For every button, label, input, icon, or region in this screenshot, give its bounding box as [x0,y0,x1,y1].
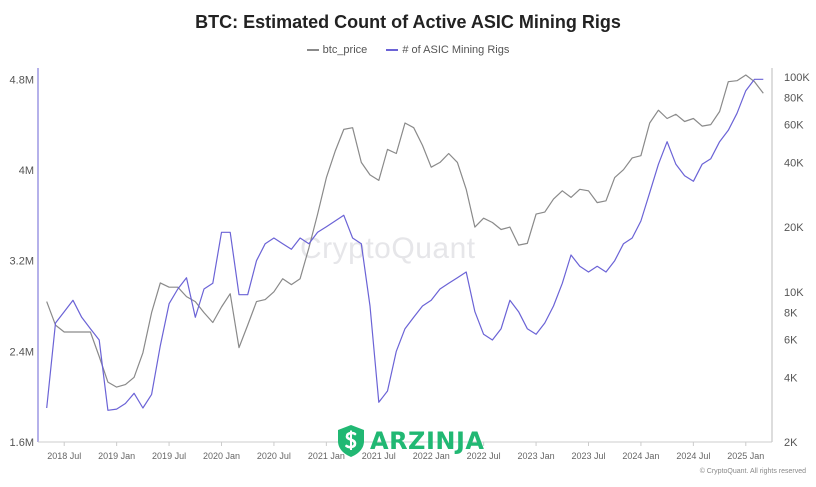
arzinja-shield-icon [338,425,364,457]
x-tick-label: 2018 Jul [47,451,81,461]
cryptoquant-watermark: CryptoQuant [300,232,476,265]
legend-item-mining-rigs[interactable]: # of ASIC Mining Rigs [386,44,509,56]
x-tick-label: 2021 Jan [308,451,345,461]
legend-swatch-mining-rigs [386,49,399,51]
x-tick-label: 2024 Jul [676,451,710,461]
x-tick-label: 2025 Jan [727,451,764,461]
left-tick-label: 4M [19,165,34,177]
left-tick-label: 2.4M [10,346,34,358]
legend-label-btc-price: btc_price [322,44,368,56]
x-tick-label: 2019 Jan [98,451,135,461]
right-tick-label: 100K [784,72,810,84]
right-tick-label: 2K [784,437,798,449]
arzinja-wordmark: ARZINJA [370,427,485,455]
right-tick-label: 6K [784,334,798,346]
legend-label-mining-rigs: # of ASIC Mining Rigs [402,44,510,56]
btc-price-line [46,74,764,388]
chart-legend: btc_price # of ASIC Mining Rigs [0,42,816,56]
copyright-footer: © CryptoQuant. All rights reserved [699,468,806,475]
x-tick-label: 2020 Jul [257,451,291,461]
left-tick-label: 4.8M [10,74,34,86]
x-tick-label: 2024 Jan [622,451,659,461]
legend-item-btc-price[interactable]: btc_price [306,44,368,56]
right-tick-label: 60K [784,120,804,132]
x-tick-label: 2023 Jul [571,451,605,461]
x-tick-label: 2022 Jan [413,451,450,461]
x-tick-label: 2020 Jan [203,451,240,461]
mining-rigs-line [46,78,764,411]
right-tick-label: 20K [784,222,804,234]
x-tick-label: 2023 Jan [518,451,555,461]
left-tick-label: 3.2M [10,256,34,268]
right-tick-label: 80K [784,93,804,105]
x-tick-label: 2021 Jul [362,451,396,461]
x-tick-label: 2022 Jul [467,451,501,461]
x-tick-label: 2019 Jul [152,451,186,461]
arzinja-logo: ARZINJA [336,424,484,458]
right-tick-label: 8K [784,308,798,320]
legend-swatch-btc-price [306,49,319,51]
left-tick-label: 1.6M [10,437,34,449]
right-tick-label: 40K [784,157,804,169]
chart-title: BTC: Estimated Count of Active ASIC Mini… [195,12,621,32]
right-tick-label: 4K [784,372,798,384]
right-tick-label: 10K [784,287,804,299]
